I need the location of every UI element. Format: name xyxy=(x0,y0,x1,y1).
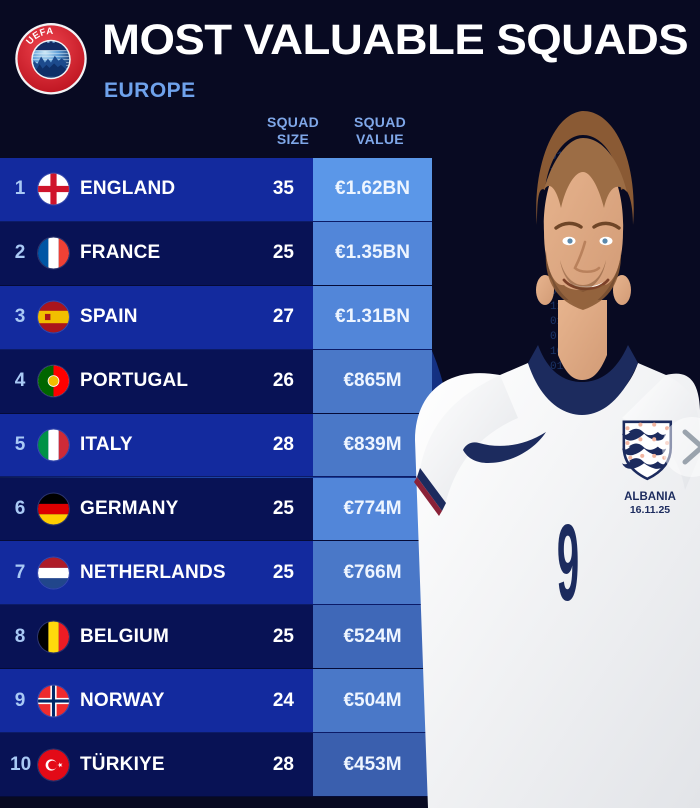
svg-text:9: 9 xyxy=(557,503,579,624)
svg-text:16.11.25: 16.11.25 xyxy=(630,504,670,516)
svg-text:ALBANIA: ALBANIA xyxy=(624,491,676,503)
